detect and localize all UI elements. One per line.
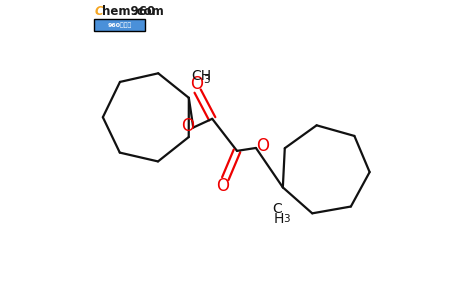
Text: .com: .com	[133, 5, 164, 18]
Text: O: O	[217, 177, 229, 195]
Text: H: H	[273, 212, 283, 226]
Text: O: O	[190, 75, 203, 93]
Text: 3: 3	[203, 75, 210, 85]
Text: hem960: hem960	[102, 5, 155, 18]
Text: C: C	[94, 5, 103, 18]
Text: 960化工网: 960化工网	[108, 22, 132, 28]
FancyBboxPatch shape	[94, 19, 145, 31]
Text: O: O	[182, 117, 194, 135]
Text: CH: CH	[192, 69, 212, 83]
Text: C: C	[272, 202, 282, 216]
Text: 3: 3	[283, 214, 290, 224]
Text: O: O	[256, 137, 269, 155]
